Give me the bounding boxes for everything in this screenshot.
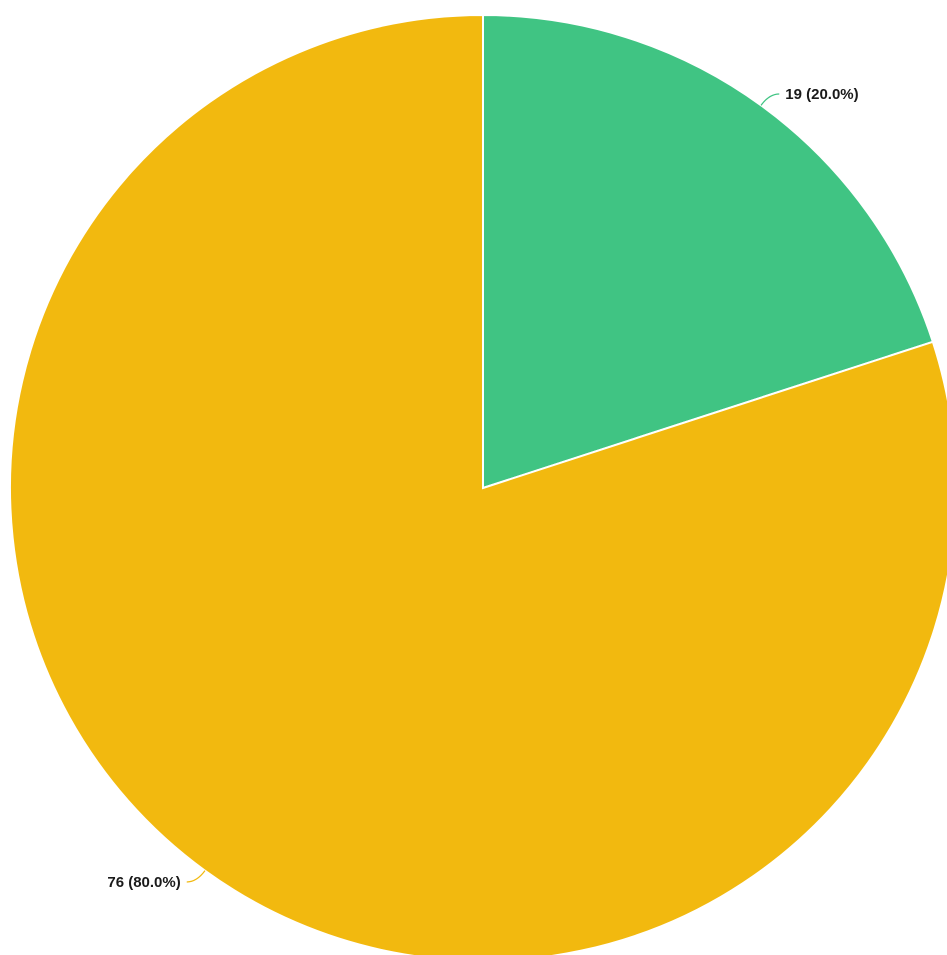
data-labels: 19 (20.0%) 76 (80.0%) — [107, 86, 858, 891]
data-label-0: 19 (20.0%) — [785, 86, 858, 103]
pie-slice-1 — [9, 13, 947, 955]
pie-slices — [9, 13, 947, 955]
leader-lines — [186, 93, 780, 883]
data-label-1: 76 (80.0%) — [107, 874, 180, 891]
leader-line-0 — [760, 93, 780, 106]
pie-slice-0 — [482, 13, 935, 490]
leader-line-1 — [186, 870, 206, 883]
